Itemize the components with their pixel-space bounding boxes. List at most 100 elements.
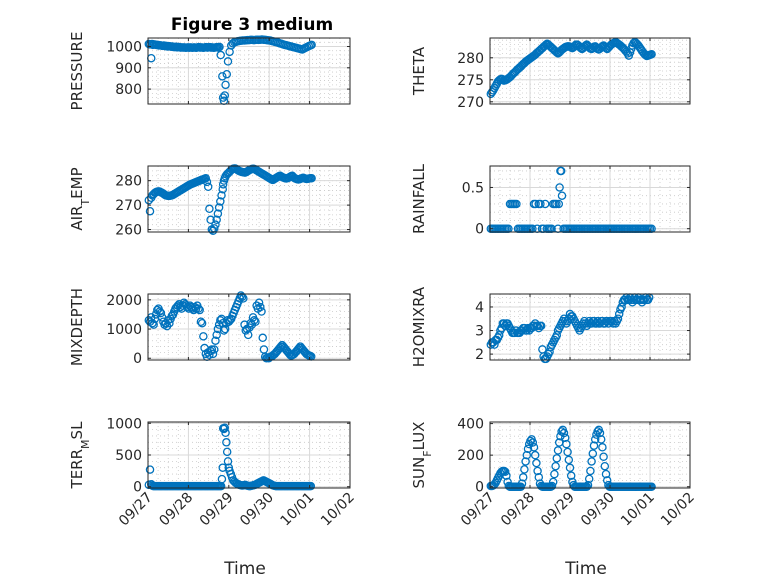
data-point bbox=[599, 452, 608, 461]
y-axis-label: H2OMIXRA bbox=[410, 286, 428, 367]
x-tick-label: 09/28 bbox=[498, 490, 538, 530]
data-point bbox=[600, 42, 610, 52]
data-point bbox=[222, 438, 231, 447]
axes-frame bbox=[147, 293, 351, 361]
data-point bbox=[256, 302, 265, 312]
data-point bbox=[239, 294, 248, 303]
subplot-theta: 270 275 280 THETA bbox=[410, 37, 691, 111]
x-tick-label: 09/30 bbox=[578, 490, 618, 530]
data-point bbox=[613, 314, 623, 323]
y-axis-label: SUNFLUX bbox=[410, 422, 434, 489]
data-point bbox=[223, 457, 233, 466]
data-point bbox=[559, 428, 569, 438]
data-point bbox=[556, 166, 566, 176]
data-point bbox=[541, 40, 551, 49]
data-point bbox=[210, 345, 219, 354]
data-point bbox=[562, 439, 571, 449]
x-tick-label: 10/01 bbox=[618, 490, 658, 530]
y-axis-label: TERRMSL bbox=[68, 421, 92, 490]
data-point bbox=[211, 336, 220, 345]
y-tick-label: 200 bbox=[457, 448, 484, 464]
data-point bbox=[517, 479, 527, 488]
data-point bbox=[217, 191, 226, 200]
y-tick-label: 1000 bbox=[106, 322, 142, 338]
x-tick-label: 09/30 bbox=[237, 490, 277, 530]
y-tick-label: 0 bbox=[475, 222, 484, 238]
data-point bbox=[254, 298, 264, 308]
y-tick-label: 1000 bbox=[106, 416, 142, 432]
data-point bbox=[554, 199, 564, 209]
data-point bbox=[213, 209, 223, 218]
data-point bbox=[221, 428, 230, 438]
figure-title: Figure 3 medium bbox=[171, 15, 333, 35]
data-point bbox=[220, 91, 230, 100]
x-tick-label: 10/02 bbox=[658, 490, 698, 530]
data-point bbox=[536, 199, 545, 209]
data-point bbox=[216, 50, 225, 60]
data-point bbox=[217, 474, 227, 484]
data-point bbox=[565, 463, 575, 473]
x-tick-label: 10/01 bbox=[278, 490, 318, 530]
data-point bbox=[582, 482, 592, 491]
y-tick-label: 270 bbox=[115, 198, 142, 214]
y-tick-label: 0 bbox=[133, 351, 142, 367]
y-tick-label: 4 bbox=[475, 300, 484, 316]
data-point bbox=[221, 80, 230, 90]
y-tick-label: 1000 bbox=[106, 40, 142, 56]
axes-frame bbox=[147, 165, 351, 233]
data-point bbox=[307, 173, 316, 183]
data-point bbox=[201, 173, 211, 183]
subplot-pressure: 800 900 1000 PRESSURE bbox=[68, 32, 351, 111]
data-point bbox=[145, 206, 155, 216]
data-point bbox=[552, 48, 562, 57]
data-point bbox=[600, 461, 610, 471]
data-point bbox=[557, 191, 567, 200]
data-point bbox=[208, 349, 218, 359]
data-point bbox=[540, 199, 550, 209]
data-point bbox=[601, 469, 611, 479]
y-tick-label: 2000 bbox=[106, 293, 142, 309]
data-point bbox=[502, 471, 511, 480]
data-point bbox=[590, 435, 600, 444]
data-point bbox=[197, 318, 207, 328]
x-tick-label: 09/29 bbox=[538, 490, 578, 530]
data-point bbox=[566, 471, 576, 480]
data-point bbox=[552, 454, 562, 463]
y-tick-label: 400 bbox=[457, 417, 484, 433]
x-axis-label: Time bbox=[223, 559, 266, 579]
data-point bbox=[583, 480, 593, 490]
data-point bbox=[528, 438, 538, 447]
y-tick-label: 500 bbox=[115, 448, 142, 464]
data-point bbox=[165, 318, 174, 328]
data-point bbox=[195, 305, 204, 315]
data-point bbox=[518, 473, 528, 482]
data-point bbox=[520, 465, 529, 474]
data-point bbox=[222, 447, 232, 457]
data-point bbox=[523, 444, 533, 454]
data-point bbox=[212, 215, 221, 225]
y-tick-label: 800 bbox=[115, 82, 142, 98]
data-point bbox=[205, 350, 214, 359]
data-point bbox=[202, 177, 212, 187]
data-point bbox=[490, 340, 499, 349]
data-point bbox=[588, 449, 598, 458]
data-point bbox=[500, 467, 510, 476]
data-point bbox=[531, 199, 540, 209]
y-tick-label: 0 bbox=[133, 480, 142, 496]
y-tick-label: 0 bbox=[475, 480, 484, 496]
data-point bbox=[250, 316, 259, 325]
data-point bbox=[220, 324, 230, 334]
data-point bbox=[550, 469, 559, 479]
subplot-mixdepth: 0 1000 2000 MIXDEPTH bbox=[68, 288, 351, 367]
data-point bbox=[218, 180, 228, 189]
data-point bbox=[218, 463, 227, 472]
data-point bbox=[560, 433, 570, 443]
axes-frame bbox=[489, 37, 691, 105]
y-axis-label: RAINFALL bbox=[410, 163, 428, 234]
data-point bbox=[512, 199, 521, 209]
data-point bbox=[306, 481, 316, 491]
y-axis-label: PRESSURE bbox=[68, 32, 86, 111]
data-point bbox=[222, 69, 232, 79]
